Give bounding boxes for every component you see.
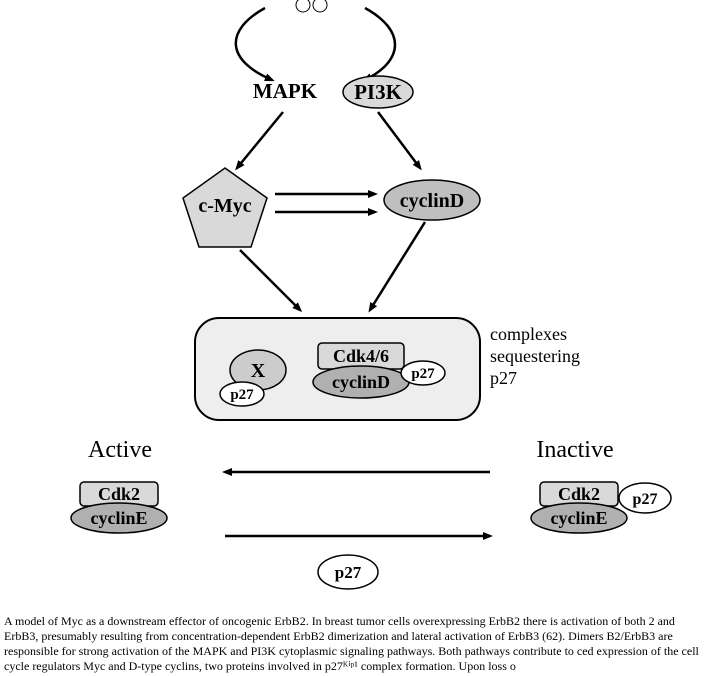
figure-caption: A model of Myc as a downstream effector … [0,612,705,676]
arrow-top-to-pi3k [365,8,395,80]
svg-text:Cdk2: Cdk2 [558,484,600,504]
arrow-cmyc-complex [240,250,300,310]
p27-on-cdk2-label: p27 [633,491,658,508]
x-label: X [251,360,266,382]
arrow-cyclind-complex [370,222,425,310]
inactive-label: Inactive [536,437,613,463]
cdk2-cyclinE-active: Cdk2 cyclinE [71,482,167,533]
svg-text:cyclinE: cyclinE [551,508,608,528]
p27-on-cdk46-label: p27 [411,366,435,382]
complex-label-2: sequestering [490,346,580,366]
pathway-diagram: MAPK PI3K c-Myc cyclinD complexes seques… [0,0,705,600]
arrow-mapk-cmyc [237,112,283,168]
svg-text:cyclinD: cyclinD [332,372,390,392]
pi3k-label: PI3K [354,80,403,104]
p27-free-label: p27 [335,563,362,582]
complex-label-1: complexes [490,324,567,344]
mapk-label: MAPK [253,79,318,103]
cdk46-cyclind-node: Cdk4/6 cyclinD [313,343,409,398]
arrow-pi3k-cyclind [378,112,420,168]
svg-text:Cdk2: Cdk2 [98,484,140,504]
active-label: Active [88,437,152,463]
arrow-top-to-mapk [236,8,272,80]
cmyc-label: c-Myc [198,195,251,217]
cdk2-cyclinE-inactive: Cdk2 cyclinE [531,482,627,533]
svg-text:cyclinE: cyclinE [91,508,148,528]
svg-text:Cdk4/6: Cdk4/6 [333,346,389,366]
cyclind-label: cyclinD [400,190,464,212]
p27-on-x-label: p27 [230,387,254,403]
complex-label-3: p27 [490,368,517,388]
